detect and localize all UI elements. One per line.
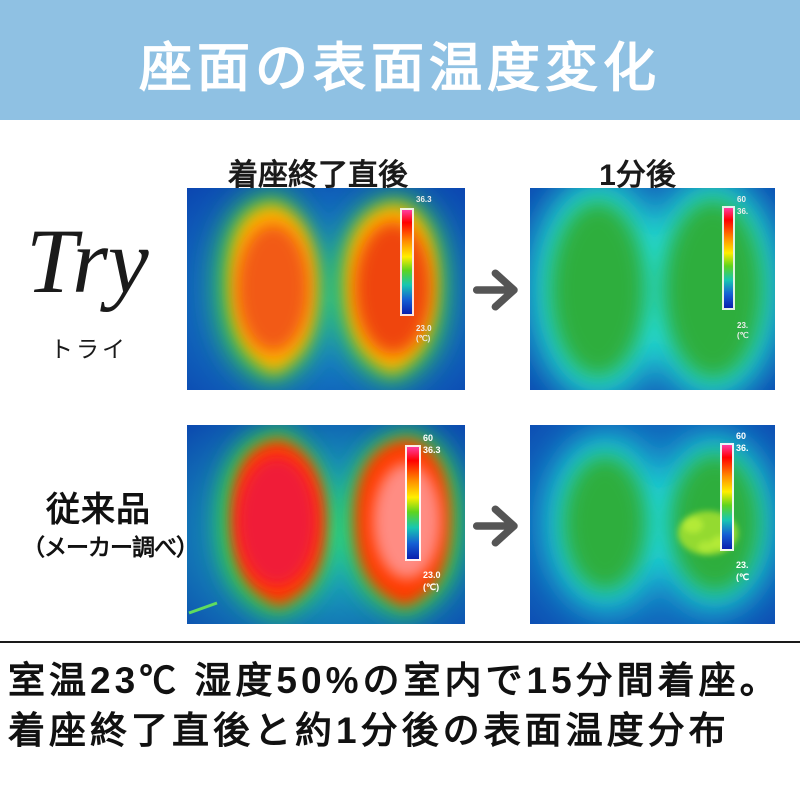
svg-text:36.3: 36.3 — [423, 445, 441, 455]
svg-text:(℃): (℃) — [416, 334, 431, 343]
svg-text:23.: 23. — [737, 321, 748, 330]
svg-text:(℃: (℃ — [737, 331, 749, 340]
svg-text:23.: 23. — [736, 560, 749, 570]
svg-text:(℃: (℃ — [736, 572, 749, 582]
svg-text:36.: 36. — [737, 207, 748, 216]
svg-text:60: 60 — [737, 195, 746, 204]
svg-text:(℃): (℃) — [423, 582, 439, 592]
svg-text:60: 60 — [423, 433, 433, 443]
svg-text:23.0: 23.0 — [416, 324, 432, 333]
svg-text:36.: 36. — [736, 443, 749, 453]
svg-text:60: 60 — [736, 431, 746, 441]
svg-text:23.0: 23.0 — [423, 570, 441, 580]
svg-text:36.3: 36.3 — [416, 195, 432, 204]
